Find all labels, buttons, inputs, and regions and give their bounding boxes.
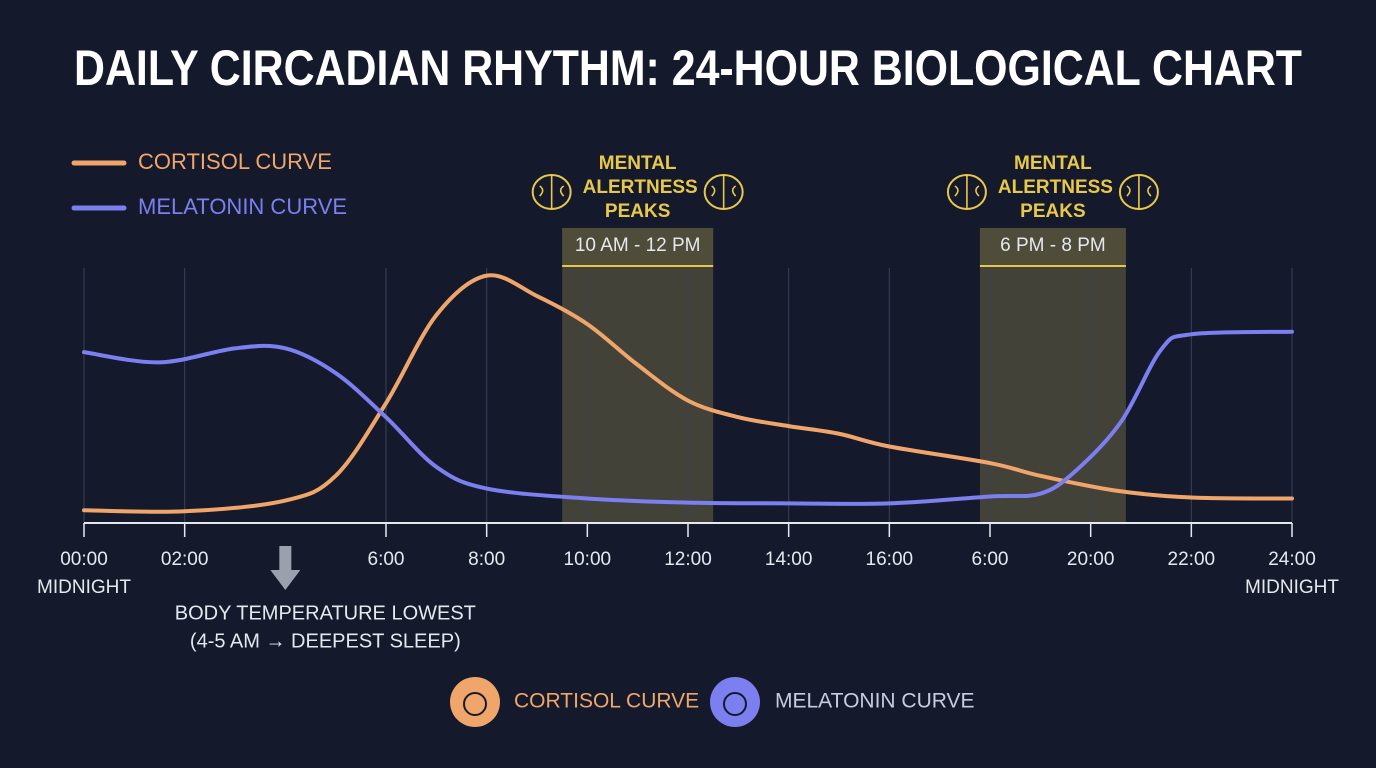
legend-icon [450, 677, 500, 727]
x-tick-label: 24:00 [1268, 549, 1316, 570]
x-tick-label: 00:00 [60, 549, 108, 570]
legend-label: CORTISOL CURVE [138, 149, 332, 174]
legend-icon-detail [723, 692, 747, 716]
x-tick-label: 8:00 [468, 549, 505, 570]
brain-icon-detail [711, 176, 737, 208]
annotation-arrow [270, 546, 301, 590]
brain-icon [531, 174, 572, 210]
brain-icon [1118, 174, 1159, 210]
brain-icon-detail [539, 176, 565, 208]
x-tick-label: 12:00 [664, 549, 712, 570]
x-tick-label: 10:00 [564, 549, 612, 570]
series-line [82, 329, 1294, 506]
highlight-title: MENTAL ALERTNESS PEAKS [582, 153, 698, 222]
legend-icon-detail [463, 692, 487, 716]
x-tick-label: 6:00 [972, 549, 1009, 570]
highlight-header [979, 228, 1126, 266]
highlight-header [562, 228, 714, 266]
brain-icon [703, 174, 744, 210]
x-tick-label: 14:00 [765, 549, 813, 570]
chart-title: DAILY CIRCADIAN RHYTHM: 24-HOUR BIOLOGIC… [74, 40, 1302, 96]
highlight-label: 6 PM - 8 PM [1000, 235, 1106, 256]
legend-icon [710, 677, 760, 727]
x-tick-label: 6:00 [368, 549, 405, 570]
x-tick-sublabel: MIDNIGHT [1245, 577, 1339, 598]
annotation-text: (4-5 AM → DEEPEST SLEEP) [190, 630, 461, 652]
highlight-band [979, 228, 1126, 523]
brain-icon [946, 174, 987, 210]
highlight-title: MENTAL ALERTNESS PEAKS [997, 153, 1113, 222]
brain-icon-detail [1126, 176, 1152, 208]
annotation-text: BODY TEMPERATURE LOWEST [175, 602, 476, 624]
highlight-band [562, 228, 714, 523]
x-tick-label: 20:00 [1067, 549, 1115, 570]
x-tick-label: 16:00 [866, 549, 914, 570]
series-line [82, 273, 1294, 514]
brain-icon-detail [954, 176, 980, 208]
legend-label: MELATONIN CURVE [775, 690, 975, 713]
legend-label: MELATONIN CURVE [138, 194, 347, 219]
x-tick-sublabel: MIDNIGHT [37, 577, 131, 598]
x-tick-label: 22:00 [1168, 549, 1216, 570]
highlight-label: 10 AM - 12 PM [575, 235, 701, 256]
x-tick-label: 02:00 [161, 549, 209, 570]
legend-label: CORTISOL CURVE [514, 690, 699, 713]
